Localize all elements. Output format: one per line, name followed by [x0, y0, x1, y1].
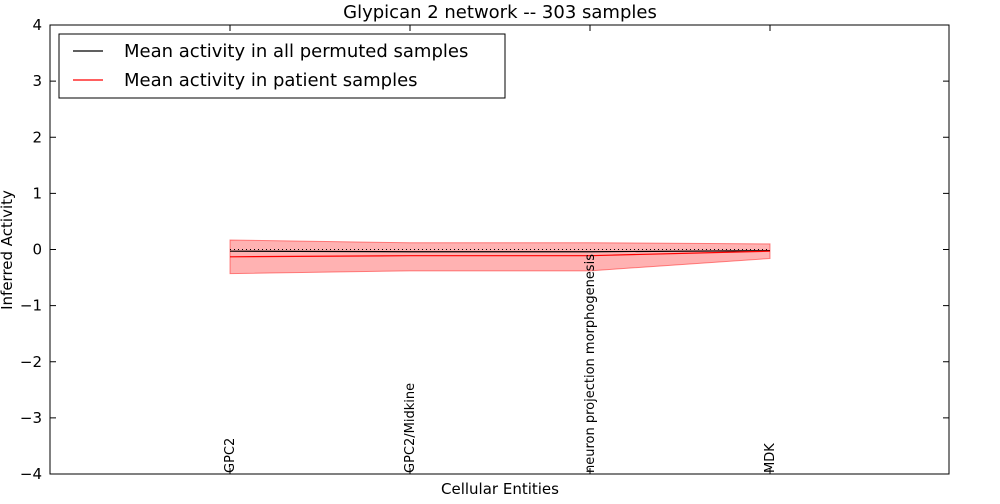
- x-axis-label: Cellular Entities: [441, 480, 559, 498]
- y-tick-label: 4: [32, 16, 42, 34]
- legend-box: [58, 33, 506, 99]
- x-category-label: MDK: [763, 443, 778, 473]
- y-axis-label: Inferred Activity: [0, 190, 16, 310]
- y-tick-label: 1: [32, 184, 42, 202]
- permuted-mean-line: [229, 250, 771, 253]
- y-tick-label: −1: [20, 297, 42, 315]
- y-tick-label: 3: [32, 72, 42, 90]
- legend: Mean activity in all permuted samples Mea…: [58, 33, 506, 99]
- x-category-label: GPC2/Midkine: [403, 383, 418, 473]
- patient-activity-band: [229, 239, 771, 275]
- patient-mean-line: [229, 250, 771, 258]
- legend-entry-label: Mean activity in patient samples: [124, 70, 418, 91]
- legend-entry-label: Mean activity in all permuted samples: [124, 41, 468, 62]
- x-category-label: neuron projection morphogenesis: [583, 254, 598, 473]
- plot-area: −4 −3 −2 −1 0 1 2 3 4 GPC2 GPC2/Midkine neuron proj…: [20, 16, 950, 483]
- y-tick-label: −3: [20, 409, 42, 427]
- x-category-label: GPC2: [223, 438, 238, 473]
- chart-title: Glypican 2 network -- 303 samples: [343, 2, 657, 23]
- y-tick-label: 0: [32, 241, 42, 259]
- y-tick-label: −2: [20, 353, 42, 371]
- y-tick-label: 2: [32, 128, 42, 146]
- y-tick-label: −4: [20, 465, 42, 483]
